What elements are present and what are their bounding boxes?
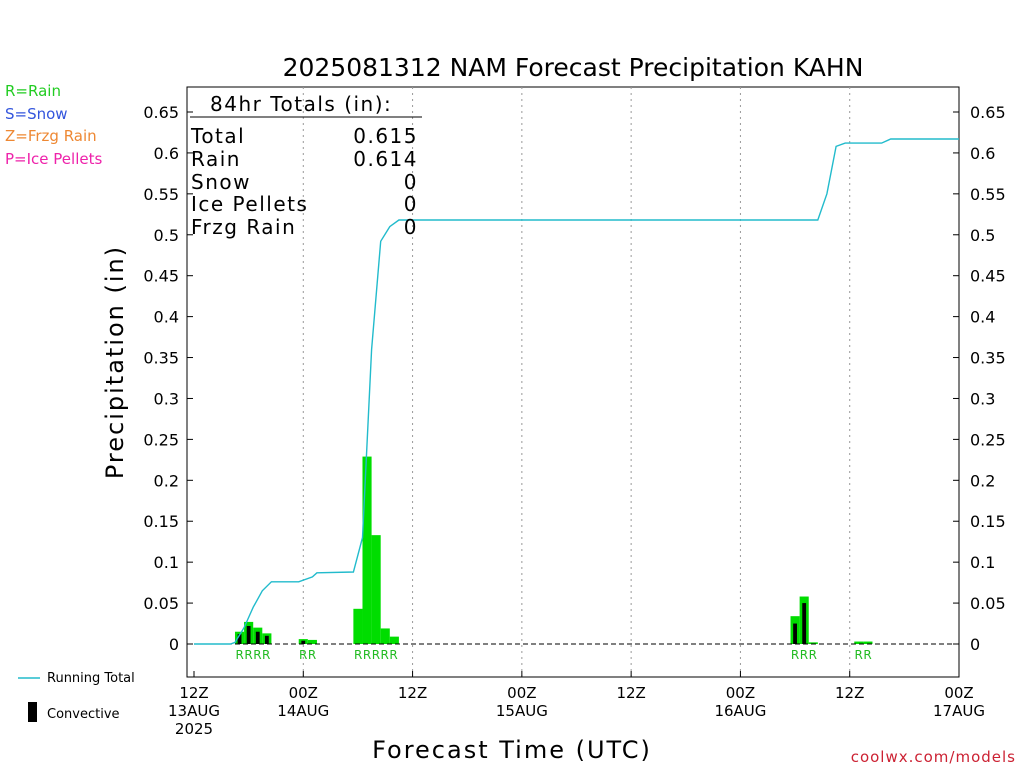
totals-heading: 84hr Totals (in): bbox=[210, 92, 392, 116]
convective-bar-3 bbox=[264, 635, 269, 644]
credit-text: coolwx.com/models bbox=[851, 748, 1016, 766]
totals-label-total: Total bbox=[190, 124, 245, 148]
totals-value-frzg-rain: 0 bbox=[404, 215, 418, 239]
x-tick-label-0-3: 2025 bbox=[175, 720, 213, 738]
convective-bar-11 bbox=[793, 623, 797, 644]
convective-bar-0 bbox=[237, 634, 242, 644]
y-tick-label-left-10: 0.5 bbox=[154, 226, 179, 245]
x-axis-label: Forecast Time (UTC) bbox=[372, 736, 652, 764]
ptype-label-3: RRR bbox=[791, 648, 818, 662]
y-tick-label-left-13: 0.65 bbox=[143, 103, 179, 122]
y-tick-label-left-1: 0.05 bbox=[143, 594, 179, 613]
y-tick-label-left-4: 0.2 bbox=[154, 471, 179, 490]
convective-bar-4 bbox=[301, 640, 306, 644]
precip-bar-9 bbox=[380, 628, 390, 644]
ptype-legend-ice-pellets: P=Ice Pellets bbox=[5, 150, 102, 168]
precip-bar-14 bbox=[854, 641, 864, 644]
axis-ticks: 0 00.05 0.050.1 0.10.15 0.150.2 0.20.25 0.250.… bbox=[143, 103, 1005, 738]
y-tick-label-right-4: 0.2 bbox=[970, 471, 995, 490]
x-tick-label-0-1: 12Z bbox=[179, 684, 208, 702]
y-tick-label-right-1: 0.05 bbox=[970, 594, 1006, 613]
x-tick-label-7-1: 00Z bbox=[944, 684, 973, 702]
x-tick-label-1-1: 00Z bbox=[289, 684, 318, 702]
precip-bars bbox=[234, 456, 873, 644]
running-total-line bbox=[194, 138, 959, 645]
ptype-labels: RRRR RR RRRRR RRR RR bbox=[236, 648, 873, 662]
y-tick-label-left-9: 0.45 bbox=[143, 267, 179, 286]
convective-bar-2 bbox=[255, 631, 260, 644]
y-tick-label-left-0: 0 bbox=[169, 635, 179, 654]
x-tick-label-5-1: 00Z bbox=[726, 684, 755, 702]
x-tick-label-2-1: 12Z bbox=[398, 684, 427, 702]
y-tick-label-right-11: 0.55 bbox=[970, 185, 1006, 204]
y-tick-label-left-7: 0.35 bbox=[143, 349, 179, 368]
totals-value-snow: 0 bbox=[404, 170, 418, 194]
precip-bar-15 bbox=[863, 641, 873, 644]
ptype-legend-frzg-rain: Z=Frzg Rain bbox=[5, 127, 97, 145]
convective-bar-12 bbox=[802, 603, 807, 644]
x-tick-label-3-2: 15AUG bbox=[496, 702, 548, 720]
y-tick-label-right-3: 0.15 bbox=[970, 512, 1006, 531]
ptype-label-0: RRRR bbox=[236, 648, 271, 662]
precip-bar-7 bbox=[362, 456, 372, 644]
convective-legend-swatch bbox=[28, 702, 37, 722]
y-tick-label-right-10: 0.5 bbox=[970, 226, 995, 245]
ptype-legend-snow: S=Snow bbox=[5, 105, 68, 123]
x-tick-label-5-2: 16AUG bbox=[714, 702, 766, 720]
totals-label-frzg-rain: Frzg Rain bbox=[191, 215, 296, 239]
x-tick-label-0-2: 13AUG bbox=[168, 702, 220, 720]
y-tick-label-right-12: 0.6 bbox=[970, 144, 995, 163]
ptype-label-4: RR bbox=[855, 648, 873, 662]
precip-bar-13 bbox=[808, 642, 818, 644]
totals-label-rain: Rain bbox=[191, 147, 241, 171]
ptype-label-2: RRRRR bbox=[354, 648, 398, 662]
y-tick-label-left-8: 0.4 bbox=[154, 308, 179, 327]
totals-label-ice-pellets: Ice Pellets bbox=[191, 192, 308, 216]
chart-title: 2025081312 NAM Forecast Precipitation KA… bbox=[283, 53, 864, 82]
plot-frame bbox=[186, 86, 960, 678]
y-tick-label-right-7: 0.35 bbox=[970, 349, 1006, 368]
convective-bar-1 bbox=[246, 625, 251, 644]
x-tick-label-4-1: 12Z bbox=[616, 684, 645, 702]
precip-bar-5 bbox=[307, 639, 317, 644]
y-tick-label-right-0: 0 bbox=[970, 635, 980, 654]
series-legend: Running Total Convective bbox=[18, 671, 135, 722]
y-tick-label-left-12: 0.6 bbox=[154, 144, 179, 163]
ptype-legend: R=Rain S=Snow Z=Frzg Rain P=Ice Pellets bbox=[5, 82, 102, 168]
x-tick-label-7-2: 17AUG bbox=[933, 702, 985, 720]
totals-value-rain: 0.614 bbox=[353, 147, 418, 171]
totals-value-total: 0.615 bbox=[353, 124, 418, 148]
precip-bar-6 bbox=[353, 608, 363, 644]
ptype-label-1: RR bbox=[299, 648, 317, 662]
y-tick-label-left-3: 0.15 bbox=[143, 512, 179, 531]
precip-bar-10 bbox=[389, 636, 399, 644]
y-tick-label-left-6: 0.3 bbox=[154, 389, 179, 408]
totals-value-ice-pellets: 0 bbox=[404, 192, 418, 216]
convective-legend-label: Convective bbox=[47, 707, 120, 722]
y-tick-label-left-2: 0.1 bbox=[154, 553, 179, 572]
y-tick-label-left-5: 0.25 bbox=[143, 430, 179, 449]
running-total-legend-label: Running Total bbox=[47, 671, 135, 686]
y-tick-label-right-13: 0.65 bbox=[970, 103, 1006, 122]
grid-lines bbox=[302, 87, 851, 677]
y-tick-label-right-5: 0.25 bbox=[970, 430, 1006, 449]
y-tick-label-left-11: 0.55 bbox=[143, 185, 179, 204]
totals-box: 84hr Totals (in): Total 0.615 Rain 0.614… bbox=[190, 92, 422, 239]
x-tick-label-6-1: 12Z bbox=[835, 684, 864, 702]
ptype-legend-rain: R=Rain bbox=[5, 82, 61, 100]
y-tick-label-right-8: 0.4 bbox=[970, 308, 995, 327]
x-tick-label-3-1: 00Z bbox=[507, 684, 536, 702]
x-tick-label-1-2: 14AUG bbox=[277, 702, 329, 720]
y-tick-label-right-2: 0.1 bbox=[970, 553, 995, 572]
precip-bar-8 bbox=[371, 535, 381, 644]
totals-label-snow: Snow bbox=[191, 170, 251, 194]
y-axis-label: Precipitation (in) bbox=[101, 245, 129, 479]
y-tick-label-right-9: 0.45 bbox=[970, 267, 1006, 286]
y-tick-label-right-6: 0.3 bbox=[970, 389, 995, 408]
